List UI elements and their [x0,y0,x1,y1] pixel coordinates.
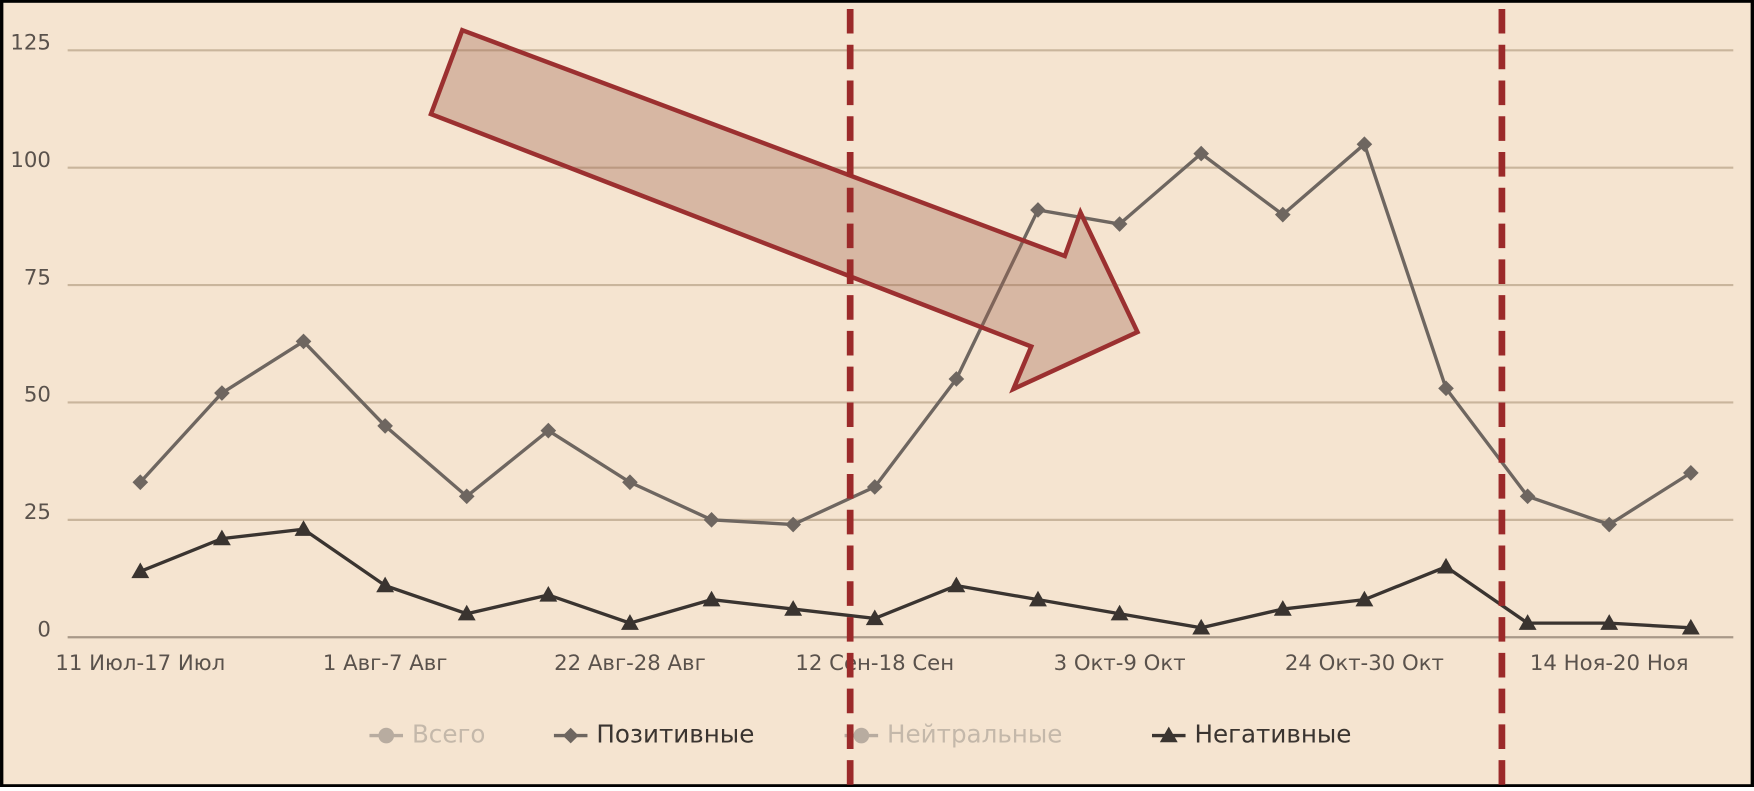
marker [294,520,313,536]
marker [1600,614,1619,630]
marker [1110,604,1129,621]
legend-label: Нейтральные [887,720,1062,749]
marker [1111,216,1128,232]
marker [1356,136,1373,153]
arrow-annotation [428,27,1141,394]
y-tick-label: 50 [24,383,51,408]
marker [212,529,231,546]
legend-marker [378,727,395,744]
marker [1030,202,1046,218]
marker [621,614,639,630]
marker [702,590,721,607]
marker [866,479,883,495]
y-tick-label: 125 [10,31,51,56]
x-tick-label: 24 Окт-30 Окт [1285,651,1444,676]
marker [131,562,150,579]
marker [1437,557,1455,574]
marker [458,488,475,505]
x-tick-label: 22 Авг-28 Авг [554,651,706,676]
marker [947,576,966,593]
series-line [139,141,1692,527]
marker [376,576,395,593]
y-tick-label: 0 [37,617,51,642]
legend-label: Негативные [1194,720,1351,749]
legend-label: Позитивные [596,720,754,749]
y-tick-label: 100 [10,148,51,173]
marker [540,422,557,439]
marker [1519,488,1536,505]
x-tick-label: 3 Окт-9 Окт [1054,651,1186,676]
marker [377,418,393,434]
marker [948,371,965,387]
x-tick-label: 1 Авг-7 Авг [323,651,448,676]
legend-marker [1159,726,1178,743]
legend-marker [853,727,870,744]
marker [865,609,884,626]
marker [1355,590,1374,607]
marker [1029,590,1047,607]
marker [539,586,558,602]
marker [132,474,149,491]
series-line [139,527,1691,630]
marker [622,474,638,491]
marker [1193,145,1210,162]
marker [1273,600,1292,616]
x-tick-label: 11 Июл-17 Июл [55,651,225,676]
x-tick-label: 14 Ноя-20 Ноя [1530,651,1689,676]
plot: 0 25 50 75 100 125 11 Июл-17 Июл 1 Авг-7 Авг 22 … [10,31,1734,749]
marker [785,516,801,533]
marker [1681,618,1700,635]
marker [457,604,476,621]
legend-label: Всего [412,720,485,749]
marker [1518,614,1537,630]
marker [784,600,803,616]
y-tick-label: 25 [24,500,51,525]
x-tick-label: 12 Сен-18 Сен [795,651,954,676]
marker [1274,206,1291,223]
marker [1192,618,1211,635]
legend-marker [562,727,579,744]
y-tick-label: 75 [24,265,51,290]
marker [295,333,312,350]
marker [703,511,720,528]
